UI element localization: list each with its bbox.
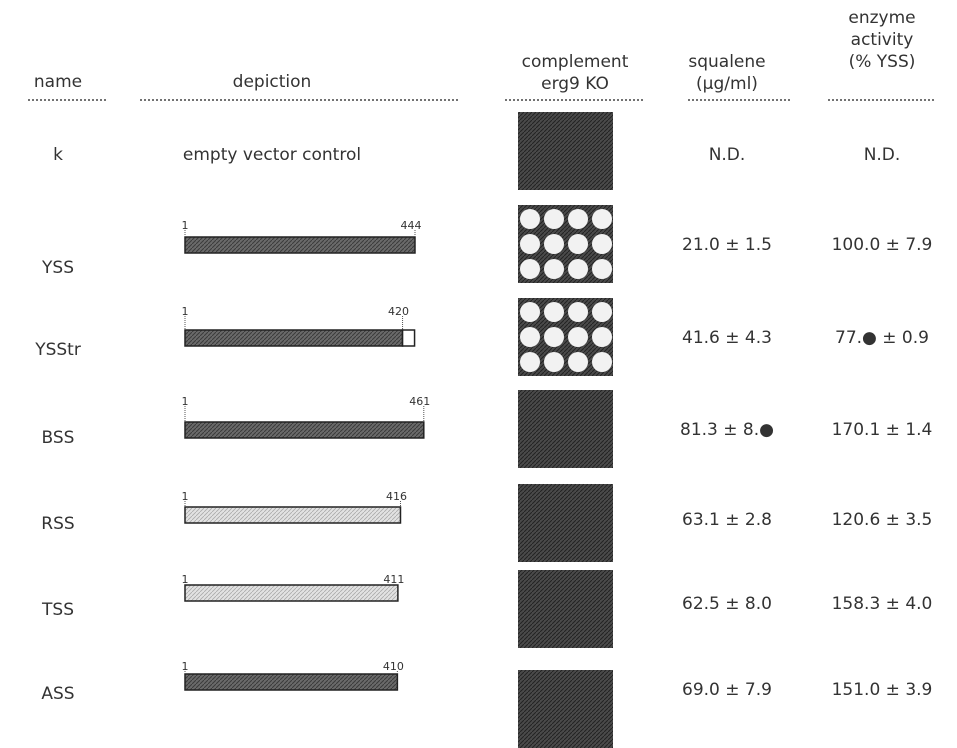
end-label: 444 — [400, 219, 421, 232]
header-activity: activity — [851, 30, 914, 50]
header-squalene: (µg/ml) — [696, 74, 758, 94]
colony — [568, 234, 588, 254]
row: ASS 1 410 69.0 ± 7.9 151.0 ± 3.9 — [41, 660, 932, 748]
row: YSStr 1 420 41.6 ± 4.3 77.● ± 0.9 — [34, 298, 929, 376]
colony — [568, 327, 588, 347]
protein-bar — [185, 330, 403, 346]
colony — [592, 327, 612, 347]
colony — [520, 352, 540, 372]
header-complement: complement — [522, 52, 629, 72]
activity-value: 151.0 ± 3.9 — [832, 680, 933, 700]
activity-value: 77.● ± 0.9 — [835, 328, 929, 348]
protein-bar — [185, 422, 424, 438]
colony — [592, 302, 612, 322]
colony — [592, 209, 612, 229]
row-name: BSS — [42, 428, 75, 448]
colony — [544, 234, 564, 254]
colony — [544, 352, 564, 372]
colony — [568, 209, 588, 229]
colony — [568, 302, 588, 322]
end-label: 416 — [386, 490, 407, 503]
activity-value: N.D. — [864, 145, 901, 165]
header-name: name — [34, 72, 82, 92]
row: k empty vector control N.D. N.D. — [53, 112, 900, 190]
squalene-value: 62.5 ± 8.0 — [682, 594, 772, 614]
row-name: YSS — [41, 258, 74, 278]
colony — [520, 327, 540, 347]
start-label: 1 — [182, 573, 189, 586]
row: RSS 1 416 63.1 ± 2.8 120.6 ± 3.5 — [41, 484, 932, 562]
squalene-value: N.D. — [709, 145, 746, 165]
colony — [568, 259, 588, 279]
squalene-value: 69.0 ± 7.9 — [682, 680, 772, 700]
table-figure: name depiction complement erg9 KO squale… — [0, 0, 957, 748]
colony — [592, 259, 612, 279]
colony — [520, 302, 540, 322]
end-label: 420 — [388, 305, 409, 318]
squalene-value: 21.0 ± 1.5 — [682, 235, 772, 255]
start-label: 1 — [182, 395, 189, 408]
row-name: k — [53, 145, 63, 165]
colony — [520, 209, 540, 229]
activity-value: 158.3 ± 4.0 — [832, 594, 933, 614]
colony — [544, 259, 564, 279]
row-name: ASS — [41, 684, 74, 704]
plate-image — [518, 112, 613, 190]
start-label: 1 — [182, 219, 189, 232]
end-label: 411 — [383, 573, 404, 586]
start-label: 1 — [182, 490, 189, 503]
squalene-value: 81.3 ± 8.● — [680, 420, 774, 440]
squalene-value: 63.1 ± 2.8 — [682, 510, 772, 530]
row: YSS 1 444 21.0 ± 1.5 100.0 ± 7.9 — [41, 205, 932, 283]
row-name: TSS — [41, 600, 74, 620]
colony — [520, 259, 540, 279]
header-activity: enzyme — [848, 8, 915, 28]
plate-image — [518, 484, 613, 562]
header: name depiction complement erg9 KO squale… — [28, 8, 936, 100]
header-depiction: depiction — [233, 72, 312, 92]
depiction-text: empty vector control — [183, 145, 361, 165]
colony — [520, 234, 540, 254]
colony — [592, 352, 612, 372]
colony — [544, 209, 564, 229]
plate-image — [518, 390, 613, 468]
header-squalene: squalene — [688, 52, 765, 72]
row-name: RSS — [41, 514, 74, 534]
row: BSS 1 461 81.3 ± 8.● 170.1 ± 1.4 — [42, 390, 933, 468]
squalene-value: 41.6 ± 4.3 — [682, 328, 772, 348]
plate-image — [518, 670, 613, 748]
colony — [544, 327, 564, 347]
end-label: 461 — [409, 395, 430, 408]
colony — [568, 352, 588, 372]
protein-bar — [185, 585, 398, 601]
truncated-part — [403, 330, 415, 346]
row-name: YSStr — [34, 340, 81, 360]
activity-value: 170.1 ± 1.4 — [832, 420, 933, 440]
start-label: 1 — [182, 660, 189, 673]
colony — [592, 234, 612, 254]
plate-image — [518, 570, 613, 648]
end-label: 410 — [383, 660, 404, 673]
header-activity: (% YSS) — [849, 52, 916, 72]
activity-value: 100.0 ± 7.9 — [832, 235, 933, 255]
row: TSS 1 411 62.5 ± 8.0 158.3 ± 4.0 — [41, 570, 932, 648]
activity-value: 120.6 ± 3.5 — [832, 510, 933, 530]
protein-bar — [185, 674, 397, 690]
protein-bar — [185, 237, 415, 253]
start-label: 1 — [182, 305, 189, 318]
header-complement: erg9 KO — [541, 74, 609, 94]
colony — [544, 302, 564, 322]
protein-bar — [185, 507, 400, 523]
